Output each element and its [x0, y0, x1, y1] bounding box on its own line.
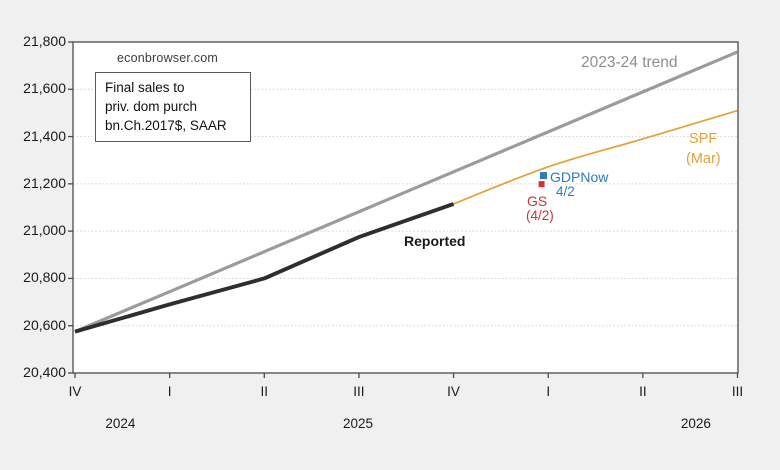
y-tick-label: 21,000 [23, 222, 66, 239]
note-line-1: Final sales to [105, 80, 185, 95]
x-tick-label: I [167, 384, 172, 399]
year-label: 2024 [105, 416, 136, 431]
reported-line [74, 202, 455, 334]
y-tick-label: 21,400 [23, 127, 66, 144]
x-tick-label: IV [68, 384, 82, 399]
gdpnow-marker [539, 172, 547, 180]
x-tick-label: IV [447, 384, 460, 399]
gs-date-label: (4/2) [526, 208, 554, 223]
trend-line [74, 50, 739, 334]
note-line-3: bn.Ch.2017$, SAAR [105, 118, 227, 133]
watermark: econbrowser.com [117, 51, 218, 65]
spf-date-label: (Mar) [686, 151, 721, 167]
series-note-box: Final sales to priv. dom purch bn.Ch.201… [95, 72, 251, 142]
x-tick-label: II [639, 384, 647, 399]
y-tick-label: 20,400 [23, 364, 66, 380]
x-tick-label: III [731, 384, 744, 399]
plot-frame [72, 41, 739, 374]
x-tick-label: I [546, 384, 551, 399]
x-tick-label: III [353, 384, 365, 399]
spf-line [453, 109, 738, 205]
trend-label: 2023-24 trend [581, 54, 678, 71]
y-tick-label: 21,600 [23, 80, 66, 97]
note-line-2: priv. dom purch [105, 99, 198, 114]
reported-label: Reported [404, 233, 466, 249]
gs-label: GS [527, 193, 548, 209]
gdpnow-label: GDPNow [550, 169, 609, 185]
year-label: 2025 [342, 416, 373, 431]
y-tick-label: 20,600 [23, 316, 66, 333]
gdpnow-date-label: 4/2 [556, 184, 575, 199]
x-tick-label: II [260, 384, 269, 399]
spf-label: SPF [689, 131, 718, 147]
y-tick-label: 20,800 [23, 269, 66, 286]
y-tick-label: 21,200 [23, 174, 66, 191]
year-label: 2026 [680, 416, 711, 431]
gs-marker [538, 181, 545, 188]
y-tick-label: 21,800 [23, 33, 66, 49]
